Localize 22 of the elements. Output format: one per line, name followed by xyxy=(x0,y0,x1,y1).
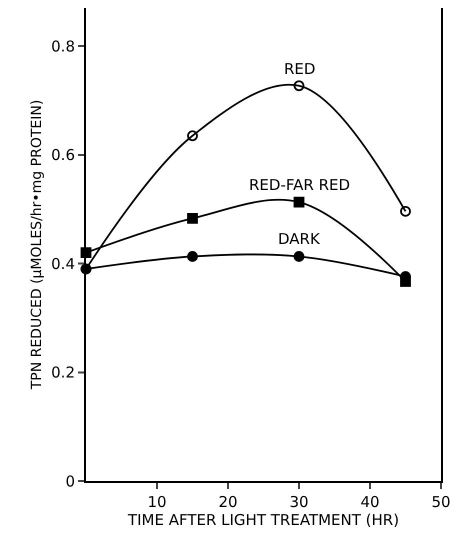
y-axis-title: TPN REDUCED (µMOLES/hr•mg PROTEIN) xyxy=(29,100,46,390)
point xyxy=(294,251,304,262)
y-tick-label: 0 xyxy=(65,472,75,490)
x-tick-label: 30 xyxy=(289,493,309,511)
x-tick-label: 50 xyxy=(431,493,451,511)
point xyxy=(294,196,304,208)
x-tick-label: 10 xyxy=(147,493,167,511)
point xyxy=(187,251,198,262)
y-tick-label: 0.2 xyxy=(51,364,75,382)
point xyxy=(294,80,304,92)
x-axis-title: TIME AFTER LIGHT TREATMENT (HR) xyxy=(126,511,400,529)
series-label: RED xyxy=(284,60,316,78)
point xyxy=(400,206,411,217)
point xyxy=(187,130,198,142)
point xyxy=(187,213,198,224)
x-tick-label: 20 xyxy=(218,493,238,511)
series-label: DARK xyxy=(278,230,321,248)
series-label: RED-FAR RED xyxy=(249,176,350,194)
y-tick-label: 0.4 xyxy=(51,254,75,273)
y-tick-label: 0.6 xyxy=(51,146,75,164)
y-tick-label: 0.8 xyxy=(51,37,75,56)
x-tick-label: 40 xyxy=(360,493,380,511)
